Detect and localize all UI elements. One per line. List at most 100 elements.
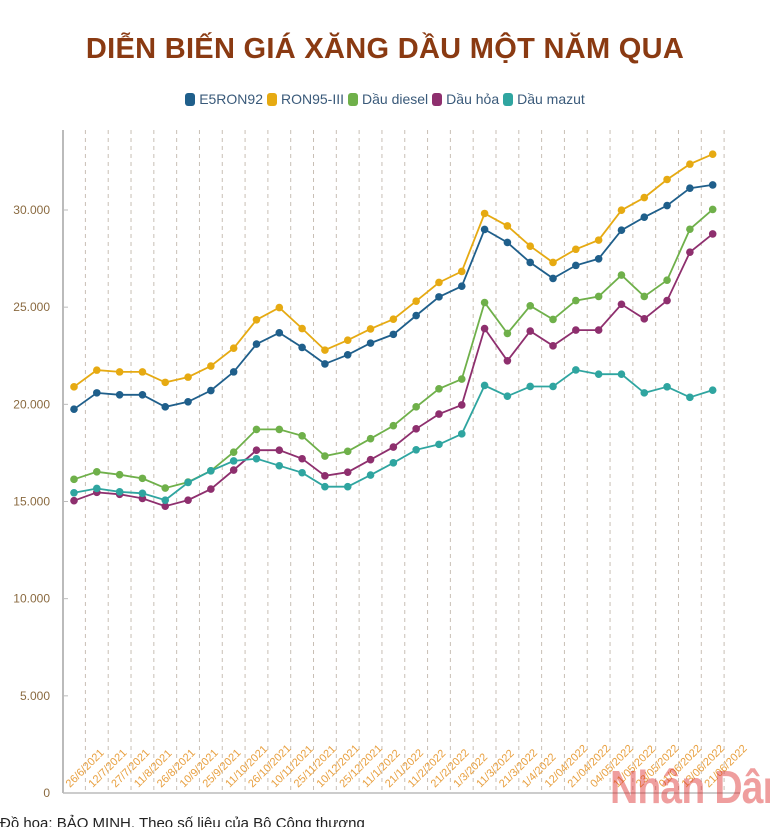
data-point [526,258,535,267]
data-point [343,336,352,345]
data-point [298,432,306,440]
data-point [435,410,443,418]
data-point [435,278,443,287]
data-point [412,446,420,454]
data-point [93,467,101,476]
data-point [549,258,557,267]
data-point [412,297,420,305]
data-point [366,471,375,479]
data-point [686,248,694,256]
data-point [708,181,717,189]
data-point [549,342,557,350]
data-point [457,267,466,276]
legend-label: Dầu hỏa [446,91,500,107]
data-point [663,383,671,391]
data-point [321,346,329,354]
data-point [343,482,352,491]
series-line-0 [73,184,713,410]
data-point [229,368,238,376]
data-point [366,434,375,443]
data-point [640,193,649,202]
y-tick-label: 5.000 [20,689,50,703]
data-point [708,150,717,159]
data-point [412,425,420,433]
data-point [480,298,489,307]
legend-item: E5RON92 [185,91,263,107]
data-point [275,461,284,470]
data-point [412,311,420,320]
data-point [207,386,215,395]
data-point [686,225,694,234]
data-point [184,373,192,381]
legend-label: Dầu diesel [362,91,429,107]
y-tick-label: 15.000 [13,495,50,509]
data-point [435,384,443,393]
data-point [457,282,466,290]
data-point [617,370,626,379]
data-point [389,330,398,339]
data-point [663,175,671,184]
legend-label: E5RON92 [199,91,263,107]
legend-item: RON95-III [267,91,344,107]
data-point [138,368,147,376]
data-point [435,440,443,449]
legend: E5RON92 RON95-III Dầu diesel Dầu hỏa Dầu maz… [0,91,770,109]
data-point [640,213,649,221]
data-point [708,230,717,238]
data-point [321,482,329,491]
data-point [70,488,78,497]
data-point [229,457,238,465]
y-tick-label: 30.000 [13,203,50,217]
data-point [161,378,170,387]
data-point [207,485,215,493]
data-point [412,403,420,411]
data-point [161,502,170,510]
data-point [275,425,284,434]
data-point [252,454,261,463]
data-point [366,455,375,464]
data-point [549,382,557,391]
data-point [252,446,261,454]
data-point [93,484,101,493]
data-point [526,242,535,250]
data-point [70,383,78,391]
legend-label: RON95-III [281,91,345,107]
data-point [321,360,329,368]
y-tick-label: 10.000 [13,592,50,606]
data-point [275,446,284,454]
data-point [161,484,170,492]
series-line-1 [73,153,714,388]
data-point [275,303,284,312]
data-point [184,398,192,406]
data-point [640,389,649,397]
chart-title: DIỄN BIẾN GIÁ XĂNG DẦU MỘT NĂM QUA [85,33,685,65]
data-point [161,496,170,504]
data-point [252,340,261,348]
data-point [321,472,329,480]
data-point [708,386,717,394]
y-tick-label: 25.000 [13,300,50,314]
y-tick-label: 20.000 [13,397,50,411]
data-point [275,329,284,337]
data-point [686,160,694,168]
data-point [115,487,124,496]
data-point [572,296,580,305]
data-point [480,324,489,333]
data-point [594,326,603,334]
data-point [207,466,215,475]
data-point [207,362,215,370]
series-line-4 [73,368,713,502]
data-point [503,357,512,365]
data-point [503,329,512,338]
data-point [708,205,717,214]
legend-swatch [267,92,277,106]
data-point [549,315,557,324]
data-point [184,478,192,487]
nhan-dan-logo-watermark: Nhân Dân [610,761,770,813]
data-point [93,389,101,397]
data-point [663,201,671,210]
data-point [343,447,352,456]
data-point [572,326,580,334]
data-point [549,274,557,283]
